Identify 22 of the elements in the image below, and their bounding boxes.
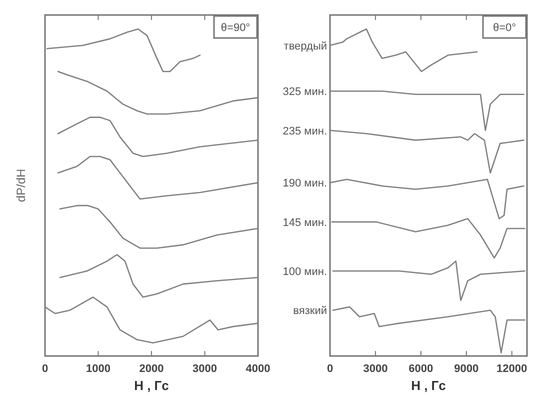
x-tick-label: 0 xyxy=(42,363,48,375)
series-label: 100 мин. xyxy=(282,266,327,278)
x-tick-label: 2000 xyxy=(139,363,164,375)
series-label: твердый xyxy=(284,40,327,52)
x-tick-label: 3000 xyxy=(192,363,217,375)
y-axis-title: dP/dH xyxy=(14,168,28,202)
series-label: вязкий xyxy=(293,305,327,318)
x-axis-title: H , Гс xyxy=(134,378,169,393)
annotation: θ=90° xyxy=(220,22,250,34)
series-label: 325 мин. xyxy=(282,86,327,98)
series-label: 145 мин. xyxy=(282,216,327,229)
x-tick-label: 4000 xyxy=(246,363,270,375)
x-tick-label: 12000 xyxy=(496,363,528,375)
x-axis-title: H , Гс xyxy=(411,378,446,393)
series-label: 190 мин. xyxy=(282,178,327,190)
x-tick-label: 9000 xyxy=(454,363,479,375)
x-tick-label: 1000 xyxy=(86,363,110,375)
x-tick-label: 3000 xyxy=(363,363,388,375)
x-tick-label: 6000 xyxy=(408,363,434,375)
annotation: θ=0° xyxy=(492,22,516,34)
series-label: 235 мин. xyxy=(282,125,327,138)
x-tick-label: 0 xyxy=(326,363,334,375)
